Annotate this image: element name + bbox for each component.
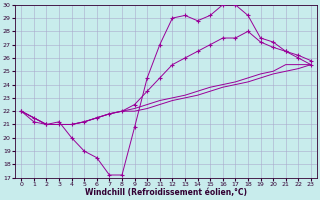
- X-axis label: Windchill (Refroidissement éolien,°C): Windchill (Refroidissement éolien,°C): [85, 188, 247, 197]
